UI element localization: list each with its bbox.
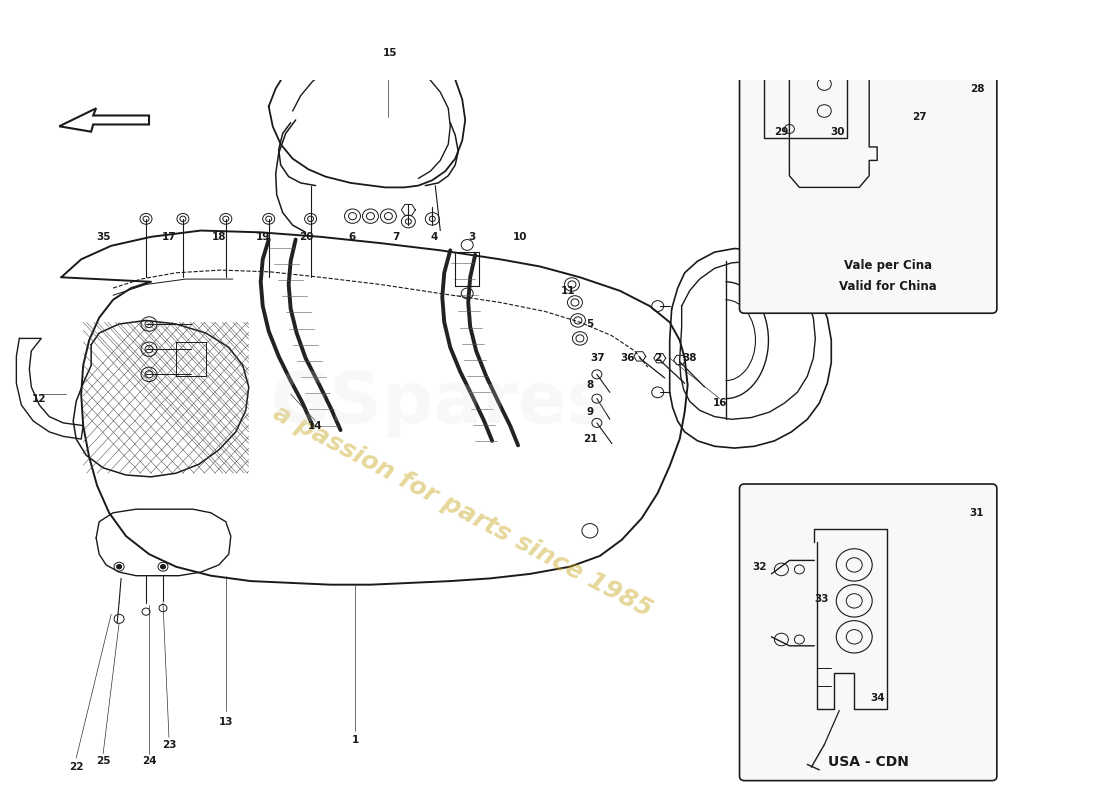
Text: 1: 1 — [352, 735, 359, 745]
Text: 28: 28 — [970, 83, 985, 94]
Text: 15: 15 — [383, 47, 398, 58]
Text: 33: 33 — [814, 594, 828, 604]
Text: 30: 30 — [830, 126, 845, 137]
Text: 7: 7 — [393, 232, 400, 242]
Text: 16: 16 — [713, 398, 727, 408]
Text: 37: 37 — [591, 353, 605, 363]
Text: 31: 31 — [970, 508, 985, 518]
FancyBboxPatch shape — [739, 0, 997, 314]
Text: 12: 12 — [32, 394, 46, 404]
Text: 17: 17 — [162, 232, 176, 242]
Text: 8: 8 — [586, 380, 594, 390]
Text: 38: 38 — [682, 353, 697, 363]
Text: 18: 18 — [211, 232, 227, 242]
Text: 13: 13 — [219, 718, 233, 727]
Text: 20: 20 — [299, 232, 314, 242]
Text: 10: 10 — [513, 232, 527, 242]
Text: 5: 5 — [586, 319, 594, 329]
Text: 27: 27 — [912, 112, 926, 122]
Text: 19: 19 — [255, 232, 270, 242]
Text: 24: 24 — [142, 756, 156, 766]
Text: 23: 23 — [162, 740, 176, 750]
Circle shape — [161, 565, 165, 569]
Text: Vale per Cina: Vale per Cina — [844, 259, 932, 272]
Text: 36: 36 — [620, 353, 635, 363]
Text: 3: 3 — [469, 232, 476, 242]
Text: 14: 14 — [308, 421, 323, 430]
Text: 29: 29 — [774, 126, 789, 137]
Text: 11: 11 — [561, 286, 575, 296]
Text: 32: 32 — [752, 562, 767, 572]
Text: 25: 25 — [96, 756, 110, 766]
Text: 22: 22 — [69, 762, 84, 772]
Text: 34: 34 — [870, 693, 884, 703]
Text: 6: 6 — [349, 232, 356, 242]
Circle shape — [117, 565, 122, 569]
Text: Valid for China: Valid for China — [839, 280, 937, 293]
Text: 35: 35 — [96, 232, 110, 242]
Text: USA - CDN: USA - CDN — [828, 754, 909, 769]
FancyBboxPatch shape — [739, 484, 997, 781]
Text: a passion for parts since 1985: a passion for parts since 1985 — [268, 401, 656, 622]
Text: 2: 2 — [654, 353, 661, 363]
Text: 9: 9 — [586, 407, 594, 417]
Text: 21: 21 — [583, 434, 597, 444]
Text: 4: 4 — [430, 232, 438, 242]
Text: GSpares: GSpares — [271, 369, 610, 438]
